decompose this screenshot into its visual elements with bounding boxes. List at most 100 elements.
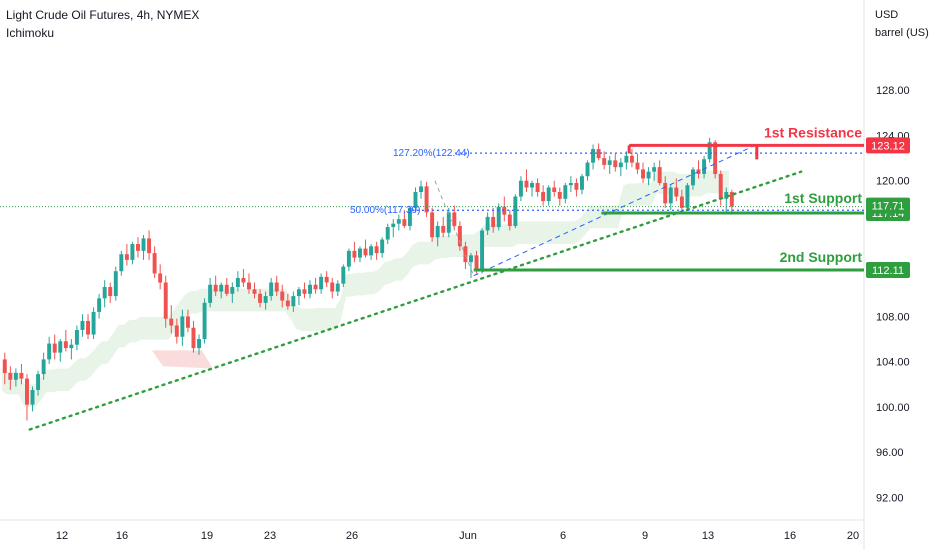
time-tick-label: 26	[346, 530, 358, 542]
candle-body	[58, 341, 63, 353]
candle-body	[69, 344, 74, 349]
candle-body	[518, 180, 523, 197]
candle-body	[452, 212, 457, 226]
time-tick-label: 16	[116, 530, 128, 542]
price-axis[interactable]: USD barrel (US) 92.00 96.00 100.00 104.00 10…	[866, 9, 929, 504]
time-tick-label: 9	[642, 530, 648, 542]
price-badge-label: 112.11	[872, 265, 904, 277]
candle-body	[413, 192, 418, 208]
candle-body	[491, 216, 496, 228]
candle-body	[624, 155, 629, 163]
candle-body	[385, 227, 390, 240]
candle-body	[663, 182, 668, 204]
candle-body	[63, 341, 68, 349]
time-tick-label: 23	[264, 530, 276, 542]
time-tick-label: Jun	[459, 530, 477, 542]
time-tick-label: 13	[702, 530, 714, 542]
time-tick-label: 19	[201, 530, 213, 542]
candle-body	[435, 225, 440, 238]
candle-body	[724, 192, 729, 199]
candle-body	[530, 182, 534, 188]
candle-body	[91, 311, 96, 335]
indicator-label[interactable]: Ichimoku	[6, 26, 55, 40]
candle-body	[657, 167, 662, 183]
candle-body	[219, 284, 224, 292]
candle-body	[180, 316, 185, 337]
candle-body	[308, 284, 312, 294]
candle-body	[668, 187, 673, 204]
candle-body	[169, 318, 174, 326]
candle-body	[174, 325, 179, 337]
candle-body	[158, 273, 163, 283]
candle-body	[430, 212, 435, 238]
time-tick-label: 6	[560, 530, 566, 542]
candle-body	[469, 255, 473, 263]
candle-body	[224, 284, 229, 294]
candle-body	[291, 296, 296, 307]
candle-body	[613, 160, 618, 168]
candle-body	[402, 219, 407, 226]
candle-body	[319, 276, 324, 290]
candle-body	[446, 212, 451, 233]
candle-body	[163, 282, 168, 319]
candle-body	[546, 187, 551, 202]
candle-body	[507, 214, 512, 226]
fib-swing-line	[473, 144, 758, 277]
candle-body	[396, 219, 401, 224]
candle-body	[718, 173, 723, 199]
candle-body	[74, 330, 79, 345]
candle-body	[19, 372, 24, 379]
candle-body	[302, 289, 307, 294]
time-axis[interactable]: 12 16 19 23 26 Jun 6 9 13 16 20	[56, 530, 859, 542]
candle-body	[185, 316, 190, 328]
candle-body	[358, 248, 362, 258]
candle-body	[496, 206, 501, 228]
current-price-badge	[866, 197, 910, 214]
candle-body	[480, 230, 485, 272]
candle-body	[285, 300, 290, 307]
candle-body	[124, 254, 129, 260]
candle-body	[335, 283, 340, 292]
candle-body	[629, 155, 634, 163]
candle-body	[574, 182, 579, 190]
candle-body	[247, 282, 251, 290]
candle-body	[585, 162, 590, 177]
candle-body	[108, 287, 113, 297]
candle-body	[713, 142, 718, 174]
candle-body	[13, 372, 18, 380]
candle-body	[596, 149, 601, 159]
candle-body	[197, 339, 201, 349]
candle-body	[97, 298, 102, 312]
candle-body	[457, 225, 462, 247]
ascending-trendline	[28, 170, 803, 431]
level-label: 1st Resistance	[764, 124, 862, 140]
candle-body	[391, 223, 396, 228]
annotation-lines	[0, 143, 864, 431]
grid	[0, 0, 865, 550]
price-badge-label: 123.12	[871, 140, 905, 152]
price-tick-label: 92.00	[876, 492, 904, 504]
candle-body	[30, 389, 35, 405]
candle-body	[252, 289, 257, 294]
cloud-bear-area	[151, 350, 213, 369]
candle-body	[568, 182, 573, 186]
candle-body	[346, 250, 351, 267]
candle-body	[407, 207, 412, 226]
candle-body	[352, 250, 357, 258]
candle-body	[380, 239, 385, 254]
candle-body	[202, 302, 207, 340]
candle-body	[241, 277, 246, 283]
ichimoku-cloud	[2, 170, 730, 407]
candle-body	[274, 282, 279, 292]
candle-body	[463, 246, 468, 263]
candle-body	[86, 320, 90, 335]
candle-body	[419, 186, 423, 193]
candle-body	[136, 244, 140, 251]
candle-body	[524, 180, 529, 188]
candle-body	[41, 359, 46, 375]
price-tick-label: 128.00	[876, 85, 910, 97]
candle-body	[258, 293, 263, 303]
candle-body	[263, 296, 268, 303]
price-tick-label: 100.00	[876, 402, 910, 414]
